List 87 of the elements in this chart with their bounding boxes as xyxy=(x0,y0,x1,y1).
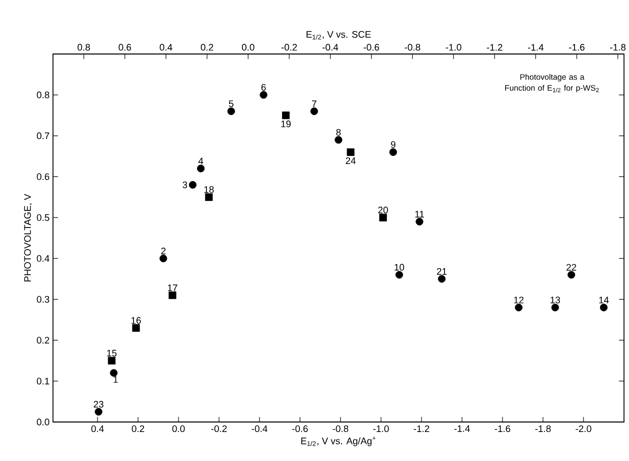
annotation: 1 xyxy=(114,376,118,383)
x2-tick-label: -1.6 xyxy=(569,44,584,51)
point xyxy=(346,148,354,156)
y-tick-label: 0.6 xyxy=(36,173,50,180)
point xyxy=(227,107,235,116)
x2-tick-label: 0.6 xyxy=(118,44,132,51)
x2-tick-label: -1.4 xyxy=(528,44,544,51)
annotation: 22 xyxy=(566,264,576,271)
annotation: 14 xyxy=(599,296,609,304)
point xyxy=(188,181,197,189)
annotation: 24 xyxy=(346,157,356,164)
annotation: 7 xyxy=(312,100,316,108)
annotation: 11 xyxy=(415,210,424,218)
x2-tick-label: -0.8 xyxy=(404,44,420,51)
x2-tick-label: -1.2 xyxy=(486,44,502,51)
point xyxy=(160,254,168,262)
point xyxy=(551,304,559,312)
x2-tick-label: -1.8 xyxy=(610,44,626,51)
annotation: 9 xyxy=(390,141,396,148)
x-tick-label: 0.0 xyxy=(172,425,185,432)
x-tick-label: 0.2 xyxy=(132,425,144,432)
annotation: 6 xyxy=(261,84,266,91)
annotation: 8 xyxy=(336,128,341,136)
x2-tick-label: 0.0 xyxy=(242,44,254,51)
x-tick-label: -1.6 xyxy=(494,425,510,432)
point xyxy=(379,214,387,222)
annotation: 4 xyxy=(198,158,204,164)
point xyxy=(110,369,118,377)
x-tick-label: -2.0 xyxy=(576,425,592,432)
point xyxy=(395,271,404,279)
point xyxy=(108,356,116,364)
y-tick-label: 0.3 xyxy=(36,296,50,303)
point xyxy=(94,408,102,416)
y-tick-label: 0.7 xyxy=(36,132,50,140)
y-tick-label: 0.8 xyxy=(36,92,50,98)
point xyxy=(310,107,318,116)
x-tick-label: -0.4 xyxy=(252,425,268,432)
y-axis-title: PHOTOVOLTAGE, V xyxy=(24,194,32,282)
y-tick-label: 0.1 xyxy=(36,378,50,384)
annotation: 2 xyxy=(161,248,166,254)
y-tick-label: 0.4 xyxy=(36,255,50,262)
x2-tick-label: 0.4 xyxy=(160,44,172,51)
annotation: 13 xyxy=(550,296,560,304)
annotation: 16 xyxy=(131,317,141,324)
x2-tick-label: -0.2 xyxy=(281,44,297,51)
x-tick-label: -0.2 xyxy=(211,425,227,432)
x2-tick-label: 0.8 xyxy=(78,44,90,51)
point xyxy=(260,91,268,99)
x-tick-label: -1.0 xyxy=(373,425,389,432)
point xyxy=(514,304,523,312)
x-tick-label: -1.2 xyxy=(414,425,430,432)
annotation: 3 xyxy=(182,181,188,188)
annotation: 23 xyxy=(94,400,104,408)
x-axis-title: E$_{1/2}$, V vs. Ag/Ag$^{+}$ xyxy=(301,436,376,446)
x-tick-label: 0.4 xyxy=(91,425,104,432)
annotation: 19 xyxy=(281,120,291,128)
x-tick-label: -1.8 xyxy=(535,425,551,432)
y-tick-label: 0.2 xyxy=(36,336,50,344)
point xyxy=(282,112,290,120)
y-tick-label: 0.5 xyxy=(36,214,50,221)
point xyxy=(438,275,446,283)
point xyxy=(168,291,176,300)
annotation: 12 xyxy=(514,296,524,304)
x-tick-label: -0.8 xyxy=(332,425,348,432)
x2-tick-label: -0.6 xyxy=(364,44,380,51)
point xyxy=(197,164,205,172)
point xyxy=(568,271,576,279)
point xyxy=(205,193,213,201)
annotation: 17 xyxy=(168,284,178,292)
annotation: 20 xyxy=(378,206,388,214)
annotation: 5 xyxy=(228,100,234,108)
annotation: 15 xyxy=(107,350,117,356)
point xyxy=(416,218,424,226)
x-tick-label: -0.6 xyxy=(292,425,308,432)
x2-tick-label: -0.4 xyxy=(322,44,338,51)
point xyxy=(334,136,342,144)
point xyxy=(132,324,140,332)
y-tick-label: 0.0 xyxy=(36,418,50,426)
x2-tick-label: 0.2 xyxy=(200,44,214,51)
annotation: 10 xyxy=(394,264,404,271)
x2-tick-label: -1.0 xyxy=(446,44,462,51)
annotation: 18 xyxy=(204,186,214,193)
x2-axis-title: E$_{1/2}$, V vs. SCE xyxy=(306,31,371,40)
annotation: 21 xyxy=(436,268,447,275)
x-tick-label: -1.4 xyxy=(454,425,470,432)
point xyxy=(389,148,397,156)
point xyxy=(600,304,608,312)
